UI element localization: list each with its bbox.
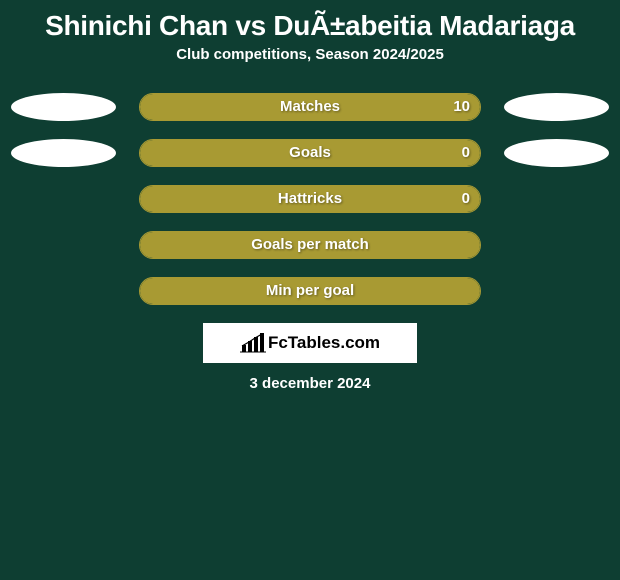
page-date: 3 december 2024 (0, 375, 620, 392)
page-subtitle: Club competitions, Season 2024/2025 (0, 46, 620, 93)
stat-label: Matches (140, 94, 480, 120)
stat-bar: Matches10 (139, 93, 481, 121)
stat-bar: Goals0 (139, 139, 481, 167)
stats-container: Matches10Goals0Hattricks0Goals per match… (0, 93, 620, 305)
stat-bar: Min per goal (139, 277, 481, 305)
logo-bars-icon (240, 333, 266, 353)
player-right-ellipse (504, 139, 609, 167)
stat-label: Goals (140, 140, 480, 166)
stat-label: Goals per match (140, 232, 480, 258)
ellipse-spacer (11, 185, 116, 213)
stat-row: Goals per match (0, 231, 620, 259)
ellipse-spacer (11, 277, 116, 305)
ellipse-spacer (11, 231, 116, 259)
logo-text: FcTables.com (268, 333, 380, 353)
ellipse-spacer (504, 185, 609, 213)
player-left-ellipse (11, 93, 116, 121)
stat-value: 0 (462, 140, 470, 166)
ellipse-spacer (504, 277, 609, 305)
stat-row: Hattricks0 (0, 185, 620, 213)
stat-row: Min per goal (0, 277, 620, 305)
stat-row: Goals0 (0, 139, 620, 167)
stat-row: Matches10 (0, 93, 620, 121)
stat-value: 10 (453, 94, 470, 120)
player-right-ellipse (504, 93, 609, 121)
ellipse-spacer (504, 231, 609, 259)
stat-value: 0 (462, 186, 470, 212)
page-title: Shinichi Chan vs DuÃ±abeitia Madariaga (0, 0, 620, 46)
stat-label: Hattricks (140, 186, 480, 212)
player-left-ellipse (11, 139, 116, 167)
logo-box: FcTables.com (203, 323, 417, 363)
stat-bar: Goals per match (139, 231, 481, 259)
stat-label: Min per goal (140, 278, 480, 304)
stat-bar: Hattricks0 (139, 185, 481, 213)
